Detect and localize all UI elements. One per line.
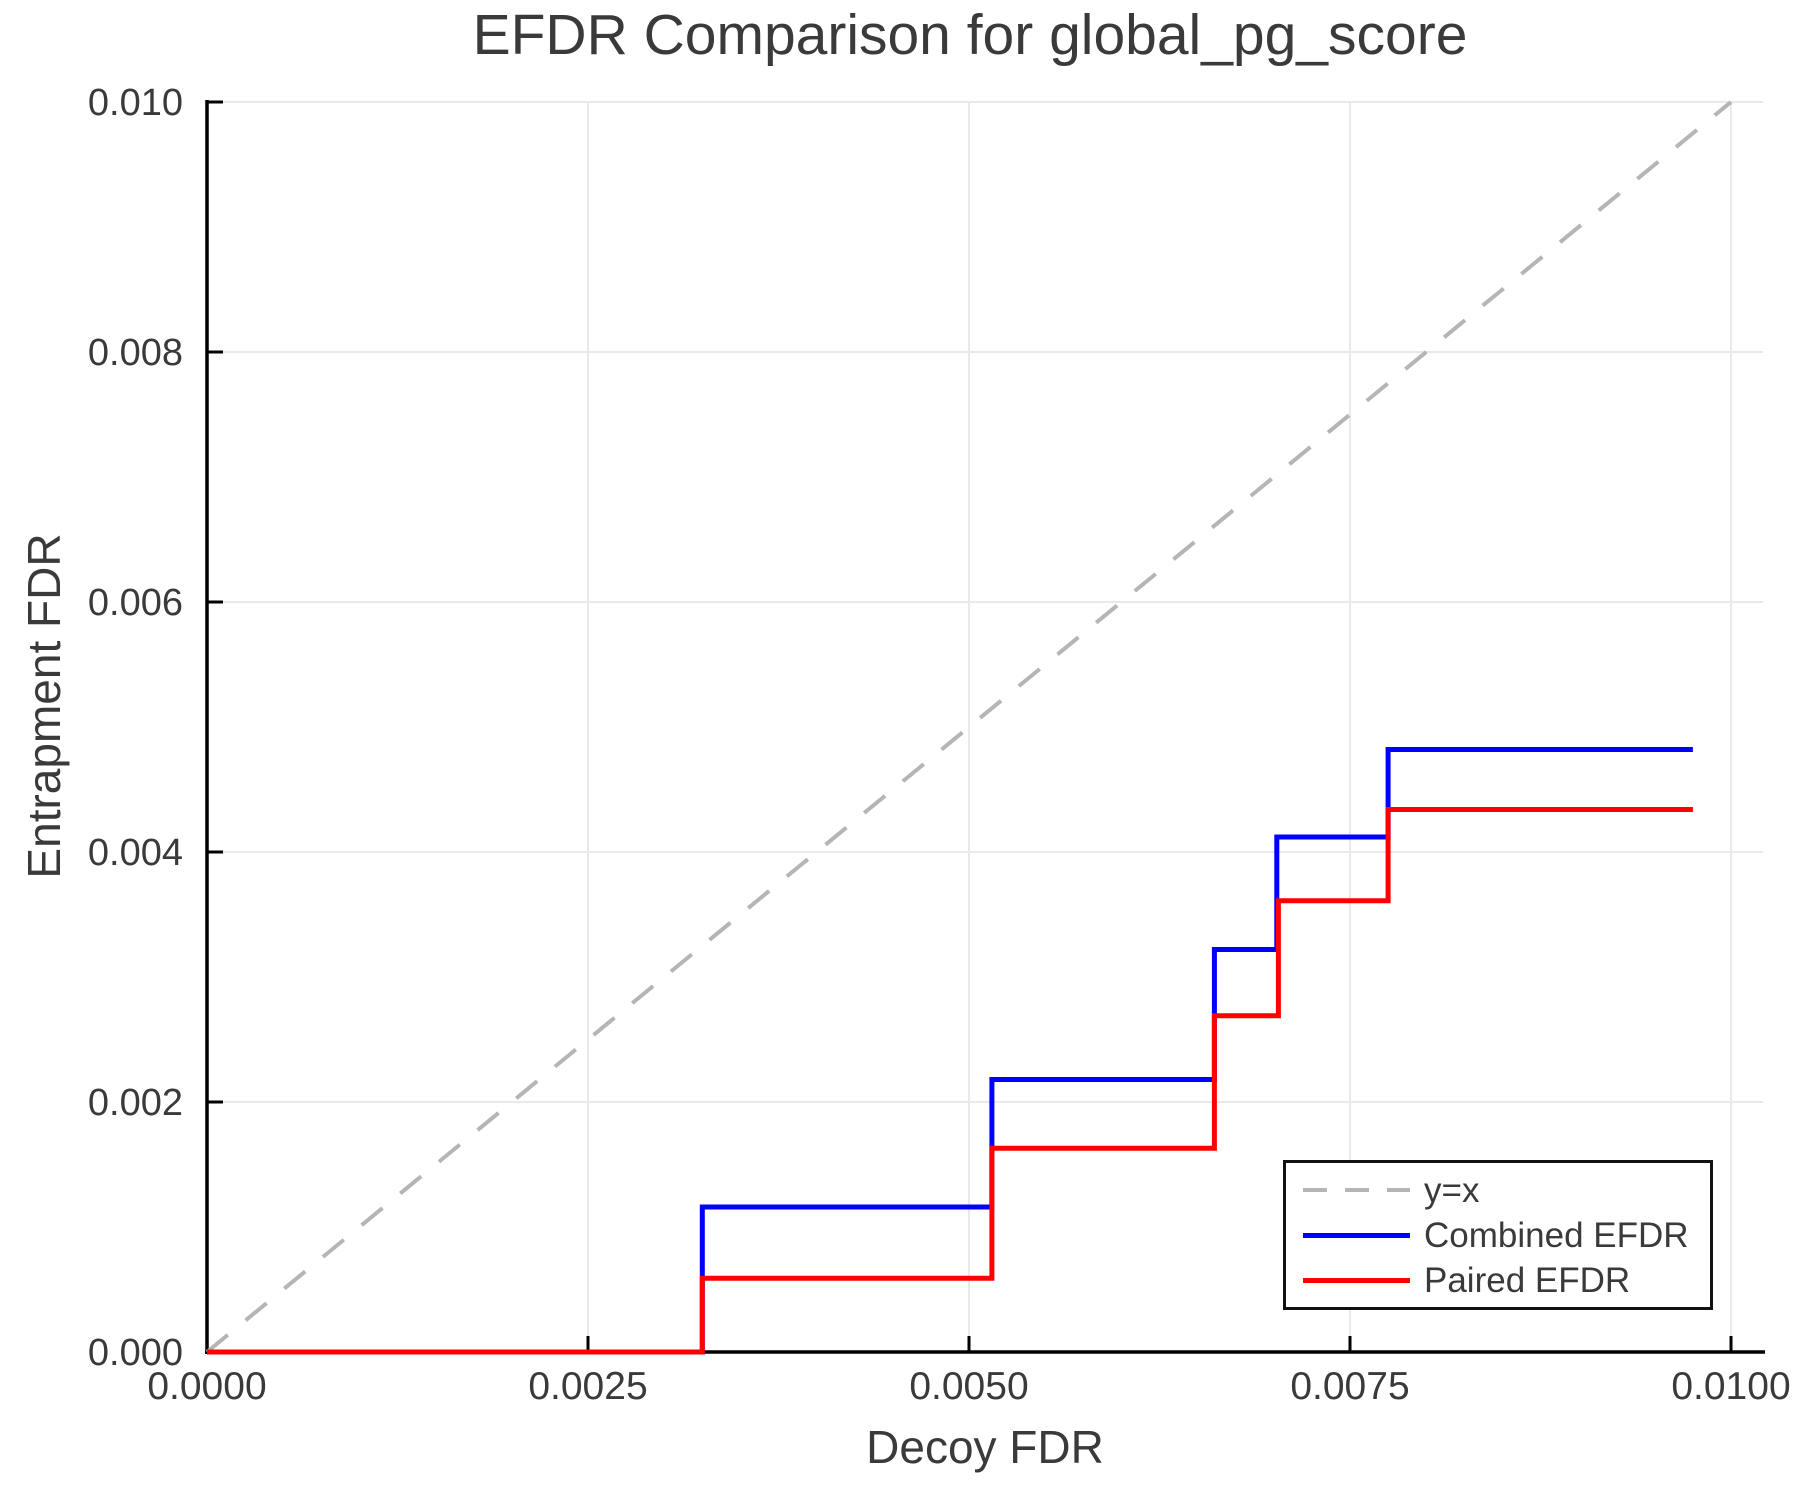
legend: y=x Combined EFDR Paired EFDR bbox=[1283, 1160, 1713, 1310]
x-tick-label: 0.0000 bbox=[147, 1365, 266, 1408]
legend-entry: Paired EFDR bbox=[1286, 1262, 1710, 1298]
solid-line-sample bbox=[1303, 1232, 1410, 1238]
solid-line-sample bbox=[1303, 1277, 1410, 1283]
y-tick-label: 0.004 bbox=[88, 832, 183, 874]
legend-label: Combined EFDR bbox=[1424, 1215, 1689, 1255]
legend-label: Paired EFDR bbox=[1424, 1260, 1631, 1300]
y-tick-label: 0.008 bbox=[88, 332, 183, 374]
y-tick-label: 0.002 bbox=[88, 1082, 183, 1124]
y-tick-label: 0.000 bbox=[88, 1332, 183, 1374]
x-tick-label: 0.0075 bbox=[1290, 1365, 1409, 1408]
series-line-paired-efdr bbox=[207, 807, 1693, 1355]
x-tick-label: 0.0100 bbox=[1671, 1365, 1790, 1408]
y-tick-label: 0.010 bbox=[88, 82, 183, 124]
y-axis-label: Entrapment FDR bbox=[18, 533, 70, 879]
chart-title: EFDR Comparison for global_pg_score bbox=[472, 3, 1468, 67]
x-tick-label: 0.0025 bbox=[528, 1365, 647, 1408]
legend-entry: Combined EFDR bbox=[1286, 1217, 1710, 1253]
legend-label: y=x bbox=[1424, 1170, 1480, 1210]
legend-entry: y=x bbox=[1286, 1172, 1710, 1208]
x-tick-label: 0.0050 bbox=[909, 1365, 1028, 1408]
x-axis-label: Decoy FDR bbox=[866, 1421, 1104, 1473]
y-tick-label: 0.006 bbox=[88, 582, 183, 624]
dashed-line-sample bbox=[1303, 1188, 1410, 1192]
